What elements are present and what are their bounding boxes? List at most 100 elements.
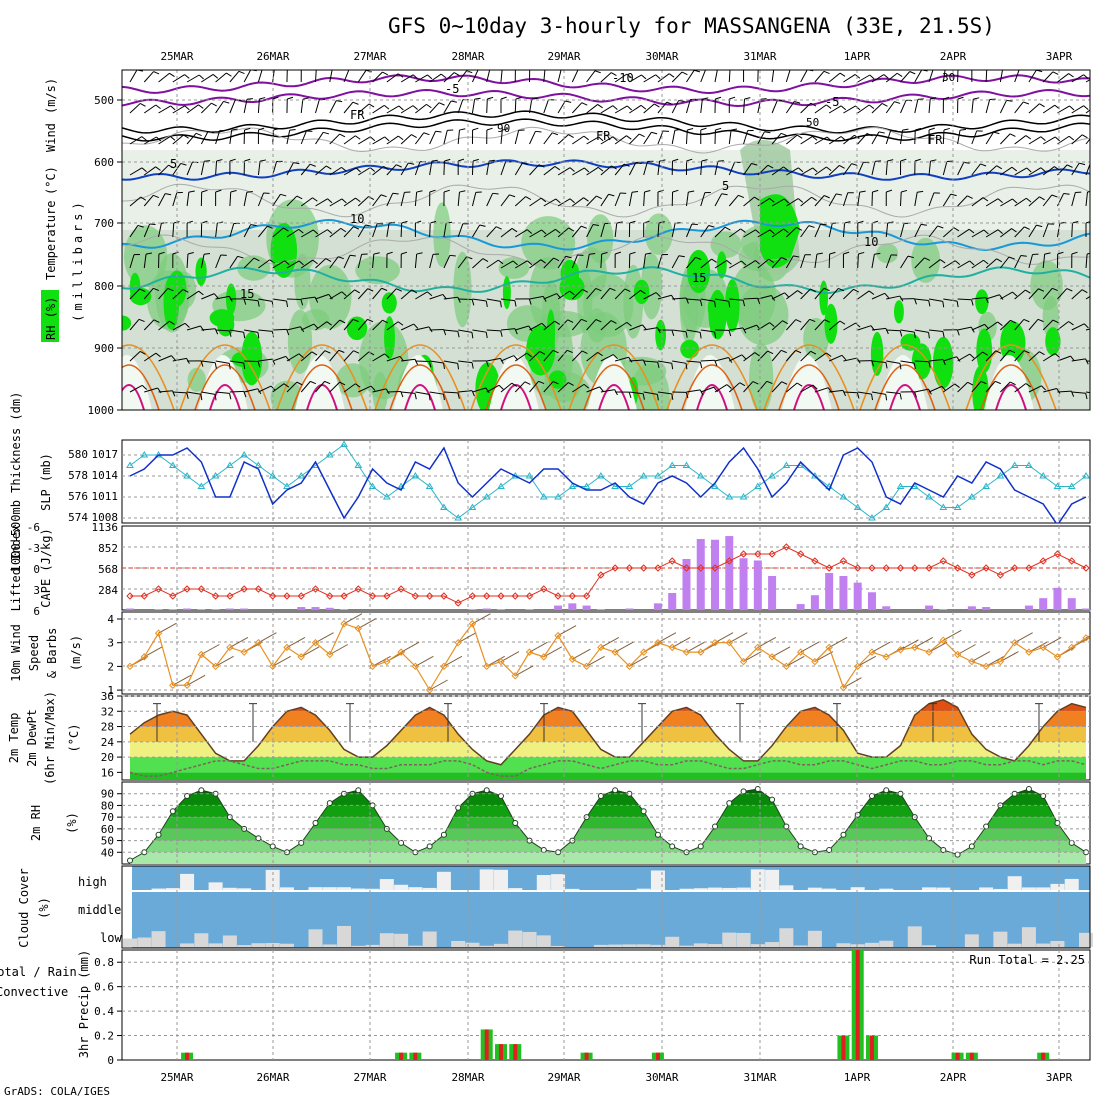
wind-barb-flag (541, 322, 547, 328)
tick-label: 1 (107, 684, 114, 697)
wind-barb-flag (182, 288, 189, 293)
li-point (1082, 564, 1090, 572)
wind-barb (629, 133, 640, 145)
wind-barb-flag (411, 134, 417, 138)
li-point (597, 571, 605, 579)
cloud-high-bar (436, 871, 451, 890)
cloud-low-bar (180, 943, 195, 947)
wind-barb (343, 350, 354, 362)
wind-barb (543, 381, 554, 393)
wind-barb-flag (426, 103, 432, 109)
wind-barb (129, 318, 140, 331)
wind-barb-flag (950, 193, 957, 197)
cape-bar (297, 607, 306, 610)
cloud-high-bar (551, 874, 566, 890)
wind-barb (1085, 138, 1090, 145)
rh-blob-bright (241, 331, 263, 386)
wind-barb-flag (243, 298, 247, 305)
wind-barb (1071, 391, 1086, 394)
wind-barb (229, 223, 235, 238)
wind-barb (814, 195, 825, 207)
li-point (311, 585, 320, 593)
wind-barb (885, 101, 895, 114)
wind-barb-flag (1023, 101, 1030, 105)
wind-barb (329, 381, 341, 393)
wind-barb (472, 298, 487, 302)
cloud-low-bar (279, 943, 294, 947)
wind-speed-point (711, 638, 719, 647)
wind-barb-flag (1079, 162, 1086, 166)
wind-barb-flag (945, 67, 951, 68)
cloud-low-bar (708, 944, 723, 947)
wind-barb (700, 192, 706, 207)
wind-barb (1042, 223, 1049, 238)
rh-point (940, 846, 947, 853)
wind-barb-flag (401, 251, 408, 255)
wind-barb-flag (616, 221, 623, 224)
wind-barb-flag (718, 68, 724, 69)
wind-barb (343, 255, 351, 269)
cape-bar (711, 539, 720, 610)
wind-barb-flag (567, 319, 574, 323)
wind-barb (743, 163, 752, 176)
rh-blob (876, 243, 899, 264)
wind-barb-flag (1051, 194, 1058, 198)
rh-blob (287, 309, 313, 374)
wind-barb (586, 195, 597, 207)
wind-barb (300, 259, 314, 269)
contour-line (122, 234, 1090, 266)
wind-barb-flag (714, 331, 717, 338)
wind-barb (843, 134, 855, 145)
wind-barb-flag (581, 318, 588, 323)
temp-contour-30 (995, 384, 1027, 410)
wind-barb (800, 225, 810, 238)
wind-barb (857, 104, 870, 114)
wind-barb-flag (229, 393, 232, 400)
wind-barb (329, 166, 342, 176)
wind-barb-flag (312, 259, 318, 265)
wind-barb (257, 70, 263, 83)
wind-barb-flag (1066, 288, 1073, 292)
wind-barb (357, 254, 363, 269)
wind-speed-point (625, 662, 634, 671)
wind-barb (700, 70, 706, 83)
wind-barb-flag (930, 159, 937, 162)
wind-barb-flag (568, 227, 575, 232)
wind-barb-flag (598, 136, 604, 142)
tick-label: 0.6 (94, 981, 114, 994)
wind-barb-flag (353, 226, 360, 230)
wind-barb-flag (678, 255, 685, 258)
upper-panel-frame (121, 69, 1091, 411)
wind-barb (143, 166, 156, 176)
wind-barb (300, 351, 313, 362)
wind-speed-point (725, 638, 733, 647)
cape-bar (168, 609, 177, 610)
cape-bar (967, 606, 976, 610)
wind-barb (942, 227, 955, 238)
wind-barb-flag (184, 322, 190, 328)
wind-barb (629, 359, 644, 362)
wind-barb (857, 192, 861, 207)
li-point (483, 592, 491, 600)
wind-barb (401, 358, 416, 362)
wind-barb-flag (211, 102, 217, 107)
precip-ylabel: 3hr Precip (mm) (77, 950, 91, 1058)
wind-barb (871, 360, 886, 364)
wind-barb (414, 192, 418, 207)
cloud-low-bar (365, 944, 380, 947)
rh-point (355, 787, 362, 794)
surface-wind-barb (657, 632, 677, 644)
wind-barb (657, 294, 672, 300)
wind-barb-flag (341, 166, 347, 172)
wind-barb (471, 160, 474, 176)
wind-barb-flag (1020, 254, 1027, 257)
wind-barb-flag (396, 164, 402, 168)
wind-barb-flag (541, 229, 547, 235)
rh-point (540, 846, 547, 853)
wind-barb-flag (1066, 164, 1073, 168)
wind-speed-point (1025, 648, 1033, 656)
li-point (1068, 557, 1076, 565)
wind-barb (243, 192, 248, 207)
